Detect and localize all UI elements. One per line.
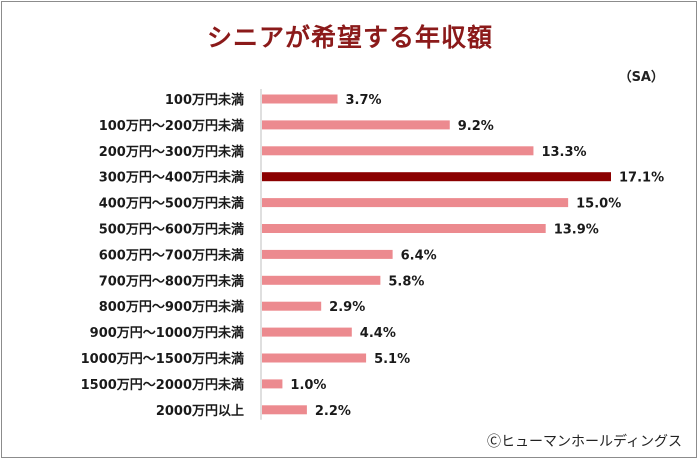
value-label: 5.1% [374, 352, 410, 367]
bar [262, 327, 352, 337]
category-label: 1000万円～1500万円未満 [81, 351, 244, 367]
value-label: 17.1% [619, 171, 664, 186]
bar [262, 379, 283, 389]
value-label: 2.2% [315, 404, 351, 419]
category-label: 900万円～1000万円未満 [90, 325, 244, 341]
value-label: 5.8% [388, 274, 424, 289]
value-label: 4.4% [360, 326, 396, 341]
category-label: 100万円～200万円未満 [99, 118, 244, 134]
category-label: 1500万円～2000万円未満 [81, 377, 244, 393]
value-label: 13.3% [541, 145, 586, 160]
category-label: 300万円～400万円未満 [99, 170, 244, 186]
value-label: 9.2% [458, 119, 494, 134]
bar [262, 224, 546, 233]
category-label: 500万円～600万円未満 [99, 222, 244, 238]
bar [262, 172, 611, 182]
bar [262, 94, 338, 104]
bar [262, 198, 569, 208]
category-label: 200万円～300万円未満 [99, 144, 244, 160]
sa-label: （SA） [618, 70, 664, 85]
category-label: 600万円～700万円未満 [99, 247, 244, 263]
bar [262, 120, 450, 130]
bar [262, 275, 381, 285]
category-label: 100万円未満 [165, 92, 244, 108]
category-label: 400万円～500万円未満 [99, 196, 244, 212]
value-label: 13.9% [554, 223, 599, 238]
bar [262, 405, 307, 415]
value-label: 3.7% [346, 93, 382, 108]
value-label: 15.0% [576, 197, 621, 212]
category-label: 800万円～900万円未満 [99, 299, 244, 315]
chart-title: シニアが希望する年収額 [206, 23, 493, 52]
value-label: 2.9% [329, 300, 365, 315]
bar [262, 353, 367, 363]
value-label: 1.0% [290, 378, 326, 393]
bar [262, 249, 393, 259]
bar [262, 146, 534, 156]
bar [262, 301, 322, 311]
category-label: 2000万円以上 [156, 404, 244, 419]
category-label: 700万円～800万円未満 [99, 273, 244, 289]
value-label: 6.4% [401, 248, 437, 263]
copyright-credit: Ⓒヒューマンホールディングス [486, 434, 682, 450]
